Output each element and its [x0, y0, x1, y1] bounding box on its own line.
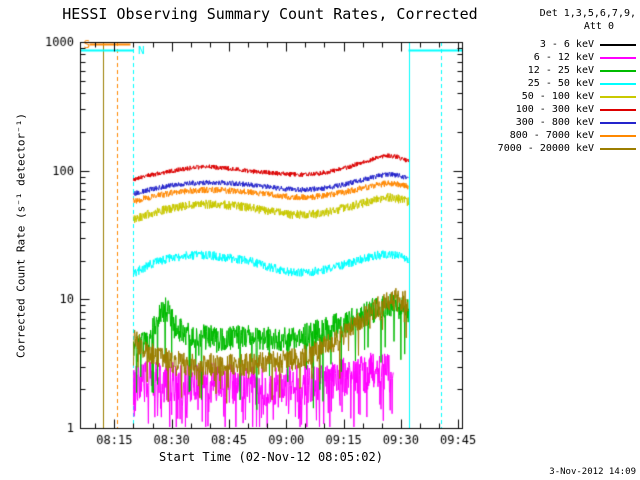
legend-entries: 3 - 6 keV 6 - 12 keV 12 - 25 keV 25 - 50 ke…	[466, 38, 636, 155]
legend-entry: 50 - 100 keV	[466, 90, 636, 103]
legend-line-sample	[600, 134, 636, 137]
y-axis-label: Corrected Count Rate (s⁻¹ detector⁻¹)	[14, 112, 28, 359]
legend-entry-label: 12 - 25 keV	[527, 65, 594, 76]
legend-entry-label: 7000 - 20000 keV	[497, 143, 594, 154]
legend-line-sample	[600, 82, 636, 85]
legend-line-sample	[600, 108, 636, 111]
legend-entry: 25 - 50 keV	[466, 77, 636, 90]
x-axis-label: Start Time (02-Nov-12 08:05:02)	[159, 450, 383, 464]
legend-entry: 12 - 25 keV	[466, 64, 636, 77]
legend-entry-label: 100 - 300 keV	[515, 104, 594, 115]
chart-title: HESSI Observing Summary Count Rates, Cor…	[62, 5, 478, 23]
legend-header-detectors: Det 1,3,5,6,7,9,	[539, 8, 636, 19]
legend-line-sample	[600, 95, 636, 98]
legend-entry: 300 - 800 keV	[466, 116, 636, 129]
legend-entry-label: 50 - 100 keV	[521, 91, 594, 102]
legend-entry: 800 - 7000 keV	[466, 129, 636, 142]
legend: Det 1,3,5,6,7,9, Att 0 3 - 6 keV 6 - 12 k…	[466, 8, 636, 155]
legend-entry: 7000 - 20000 keV	[466, 142, 636, 155]
legend-line-sample	[600, 43, 636, 46]
creation-timestamp: 3-Nov-2012 14:09	[549, 467, 636, 477]
legend-line-sample	[600, 69, 636, 72]
legend-entry: 100 - 300 keV	[466, 103, 636, 116]
legend-entry: 3 - 6 keV	[466, 38, 636, 51]
legend-line-sample	[600, 147, 636, 150]
legend-entry-label: 3 - 6 keV	[539, 39, 594, 50]
legend-entry-label: 800 - 7000 keV	[509, 130, 594, 141]
legend-entry-label: 25 - 50 keV	[527, 78, 594, 89]
legend-entry-label: 6 - 12 keV	[533, 52, 594, 63]
legend-entry: 6 - 12 keV	[466, 51, 636, 64]
legend-line-sample	[600, 121, 636, 124]
legend-entry-label: 300 - 800 keV	[515, 117, 594, 128]
legend-line-sample	[600, 56, 636, 59]
legend-header-attenuator: Att 0	[583, 21, 614, 32]
